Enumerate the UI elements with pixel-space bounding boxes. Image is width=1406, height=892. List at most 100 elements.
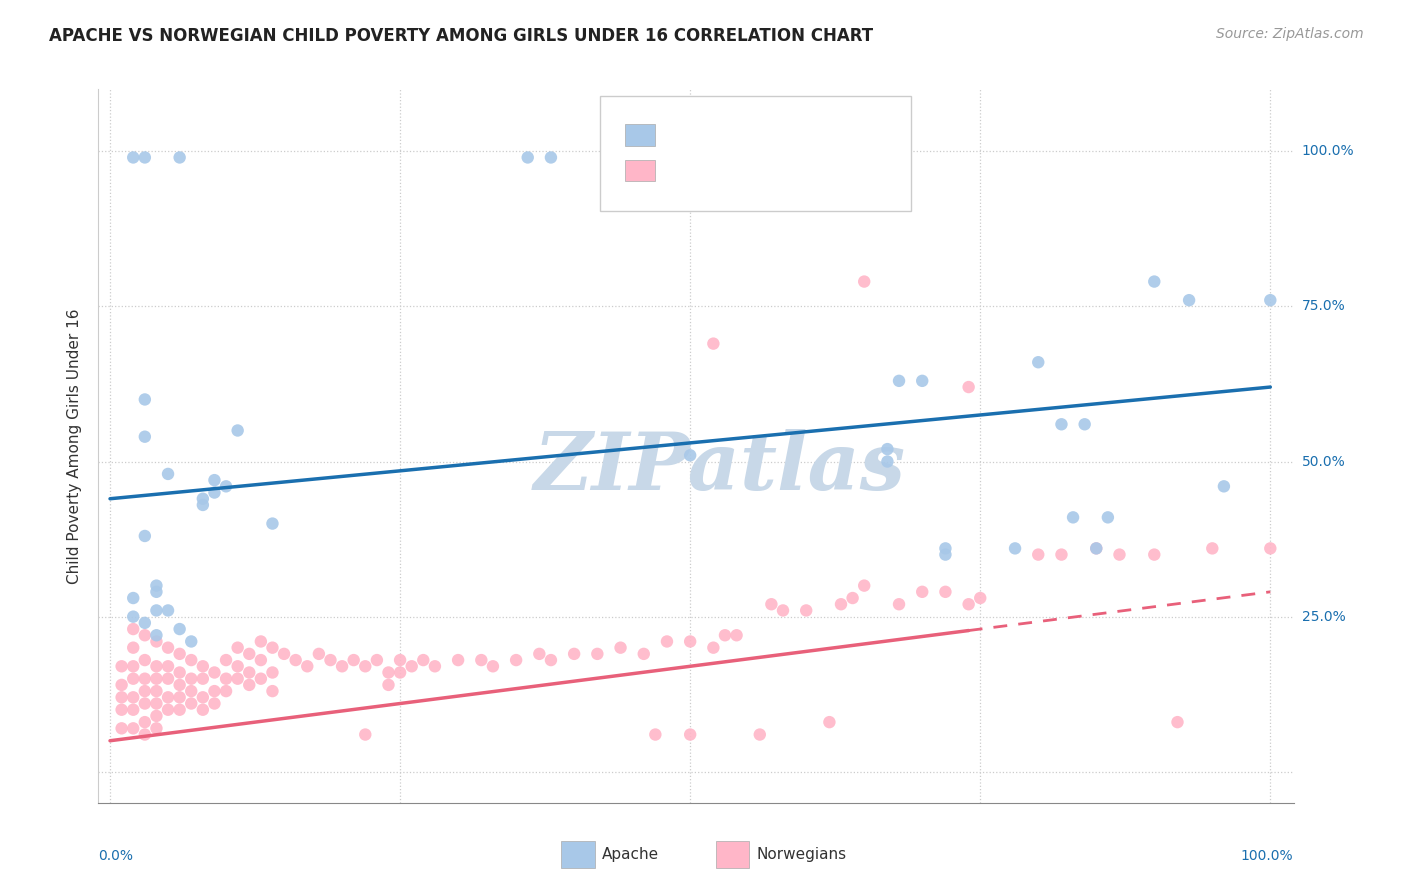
Text: ZIPatlas: ZIPatlas (534, 429, 905, 506)
Point (401, 659, 423, 673)
Point (122, 703, 145, 717)
Point (609, 640, 631, 655)
Point (111, 690, 134, 705)
Point (169, 678, 191, 692)
Point (169, 703, 191, 717)
Point (1166, 715, 1188, 730)
Point (157, 659, 180, 673)
Point (180, 672, 202, 686)
Point (470, 653, 492, 667)
Point (122, 622, 145, 636)
Point (215, 653, 238, 667)
Point (111, 703, 134, 717)
Point (562, 647, 585, 661)
FancyBboxPatch shape (626, 124, 655, 145)
Point (145, 697, 167, 711)
Point (145, 603, 167, 617)
Point (969, 591, 991, 605)
Point (957, 380, 980, 394)
Point (157, 467, 180, 481)
Point (111, 722, 134, 736)
Point (122, 640, 145, 655)
Point (540, 653, 562, 667)
Point (702, 640, 724, 655)
Text: Apache: Apache (602, 847, 659, 862)
Point (330, 659, 353, 673)
Point (1097, 510, 1119, 524)
Point (679, 727, 702, 741)
Point (169, 622, 191, 636)
Point (169, 665, 191, 680)
Point (1143, 275, 1166, 289)
Point (191, 498, 214, 512)
Point (516, 151, 538, 165)
Text: 50.0%: 50.0% (1302, 455, 1346, 468)
Point (134, 628, 156, 642)
Point (134, 529, 156, 543)
Point (540, 151, 562, 165)
Point (934, 548, 956, 562)
Point (180, 634, 202, 648)
Point (586, 647, 609, 661)
Point (772, 603, 794, 617)
Point (191, 690, 214, 705)
Point (644, 727, 666, 741)
Point (145, 584, 167, 599)
Point (911, 374, 934, 388)
Point (145, 672, 167, 686)
Point (238, 678, 260, 692)
Point (191, 672, 214, 686)
Point (841, 591, 863, 605)
Point (934, 584, 956, 599)
Point (145, 628, 167, 642)
Point (505, 653, 527, 667)
Point (957, 597, 980, 611)
Point (447, 653, 470, 667)
Point (262, 665, 284, 680)
Point (169, 151, 191, 165)
Point (169, 690, 191, 705)
Point (180, 653, 202, 667)
Point (191, 659, 214, 673)
Point (876, 442, 898, 456)
Point (389, 665, 412, 680)
Point (389, 653, 412, 667)
Point (250, 653, 273, 667)
Point (343, 653, 366, 667)
Point (250, 672, 273, 686)
Point (145, 684, 167, 698)
Point (679, 448, 702, 462)
Point (204, 473, 226, 487)
Point (134, 697, 156, 711)
Point (204, 485, 226, 500)
Point (122, 659, 145, 673)
Point (226, 640, 249, 655)
Point (794, 603, 817, 617)
Point (122, 591, 145, 605)
Point (122, 722, 145, 736)
Point (262, 516, 284, 531)
Point (262, 684, 284, 698)
Point (134, 615, 156, 630)
Point (1085, 541, 1108, 556)
Point (226, 424, 249, 438)
Point (204, 684, 226, 698)
Point (157, 640, 180, 655)
Point (111, 678, 134, 692)
Point (1050, 417, 1073, 432)
Point (122, 690, 145, 705)
Text: R = 0.231: R = 0.231 (675, 126, 758, 144)
Point (1143, 548, 1166, 562)
Text: 75.0%: 75.0% (1302, 300, 1346, 313)
Point (655, 634, 678, 648)
Point (1026, 355, 1049, 369)
Point (853, 275, 876, 289)
Point (134, 684, 156, 698)
Point (1004, 541, 1026, 556)
Point (1258, 541, 1281, 556)
Point (934, 541, 956, 556)
Point (725, 628, 748, 642)
Point (876, 454, 898, 468)
Point (1212, 479, 1234, 493)
Point (204, 697, 226, 711)
